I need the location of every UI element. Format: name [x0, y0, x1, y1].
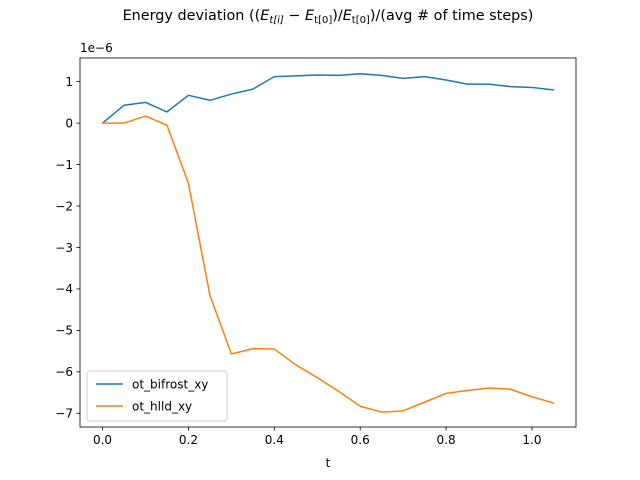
legend: ot_bifrost_xy ot_hlld_xy [86, 370, 228, 422]
x-tick-label: 0.4 [265, 433, 284, 447]
y-tick-label: −6 [55, 365, 73, 379]
x-tick-label: 0.6 [351, 433, 370, 447]
y-tick-label: −3 [55, 241, 73, 255]
y-offset-label: 1e−6 [80, 41, 113, 55]
y-tick-label: −1 [55, 158, 73, 172]
y-tick-label: 1 [65, 75, 73, 89]
x-tick-label: 0.8 [437, 433, 456, 447]
y-tick-label: 0 [65, 116, 73, 130]
x-tick-label: 1.0 [522, 433, 541, 447]
x-axis-label: t [326, 456, 331, 470]
x-tick-label: 0.2 [179, 433, 198, 447]
x-tick-label: 0.0 [93, 433, 112, 447]
axes-layer: 0.0 0.2 0.4 0.6 0.8 1.0 1 0 −1 −2 −3 −4 −5 −6 −7 [55, 57, 577, 447]
axes-frame [79, 57, 577, 428]
chart-title: Energy deviation ((Et[i] − Et[0])/Et[0])… [123, 8, 534, 26]
series-line-1 [101, 115, 555, 413]
series-layer [101, 73, 555, 413]
y-tick-label: −4 [55, 282, 73, 296]
legend-label: ot_hlld_xy [132, 400, 192, 414]
legend-label: ot_bifrost_xy [132, 378, 208, 392]
series-line-0 [101, 73, 555, 125]
y-tick-label: −2 [55, 199, 73, 213]
y-tick-label: −7 [55, 407, 73, 421]
y-tick-label: −5 [55, 324, 73, 338]
